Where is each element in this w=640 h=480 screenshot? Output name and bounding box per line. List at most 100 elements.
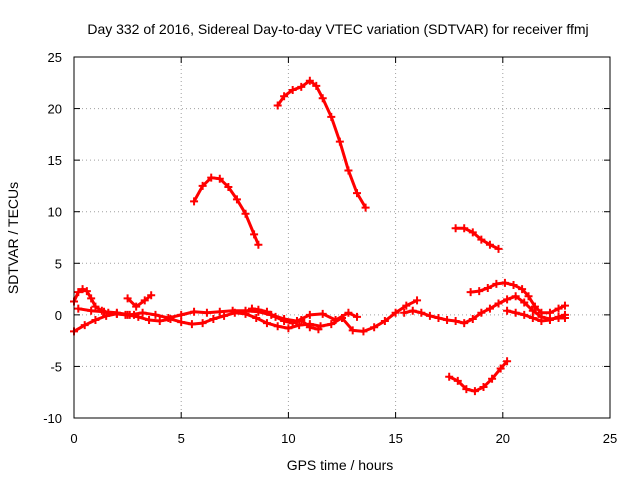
- data-point-marker: [151, 310, 160, 319]
- data-point-marker: [485, 240, 494, 249]
- data-point-marker: [312, 81, 321, 90]
- series-layer: [70, 76, 569, 396]
- x-axis-title: GPS time / hours: [287, 457, 394, 473]
- data-point-marker: [273, 101, 282, 110]
- y-tick-label: 0: [55, 308, 62, 323]
- data-point-marker: [145, 316, 154, 325]
- data-point-marker: [477, 308, 486, 317]
- data-point-marker: [445, 372, 454, 381]
- data-point-marker: [74, 304, 83, 313]
- data-point-marker: [460, 319, 469, 328]
- y-tick-label: 15: [48, 153, 62, 168]
- series-arc-8: [123, 291, 156, 311]
- data-point-marker: [140, 296, 149, 305]
- data-point-marker: [488, 374, 497, 383]
- data-point-marker: [511, 292, 520, 301]
- data-point-marker: [537, 308, 546, 317]
- data-point-marker: [361, 203, 370, 212]
- data-point-marker: [220, 311, 229, 320]
- grid-layer: [74, 57, 610, 418]
- series-arc-2: [273, 76, 370, 212]
- data-point-marker: [254, 305, 263, 314]
- data-point-marker: [348, 326, 357, 335]
- y-tick-label: 25: [48, 50, 62, 65]
- data-point-marker: [380, 317, 389, 326]
- data-point-marker: [280, 92, 289, 101]
- data-point-marker: [353, 312, 362, 321]
- data-point-marker: [215, 174, 224, 183]
- data-point-marker: [417, 308, 426, 317]
- data-point-marker: [91, 302, 100, 311]
- series-arc-9: [241, 304, 323, 334]
- data-point-marker: [451, 317, 460, 326]
- data-point-marker: [318, 94, 327, 103]
- series-arc-1: [190, 173, 263, 249]
- data-point-marker: [295, 321, 304, 330]
- data-point-marker: [82, 287, 91, 296]
- data-point-marker: [528, 313, 537, 322]
- data-point-marker: [477, 235, 486, 244]
- data-point-marker: [177, 318, 186, 327]
- series-arc-11: [466, 278, 569, 317]
- data-point-marker: [327, 112, 336, 121]
- data-point-marker: [288, 319, 297, 328]
- data-point-marker: [318, 309, 327, 318]
- x-tick-label: 20: [496, 431, 510, 446]
- data-point-marker: [241, 307, 250, 316]
- data-point-marker: [91, 316, 100, 325]
- chart-title: Day 332 of 2016, Sidereal Day-to-day VTE…: [87, 21, 588, 37]
- data-point-marker: [241, 209, 250, 218]
- series-line: [454, 226, 501, 251]
- data-point-marker: [190, 307, 199, 316]
- data-point-marker: [443, 316, 452, 325]
- x-tick-label: 25: [603, 431, 617, 446]
- data-point-marker: [483, 284, 492, 293]
- data-point-marker: [468, 314, 477, 323]
- data-point-marker: [252, 313, 261, 322]
- data-point-marker: [485, 304, 494, 313]
- series-arc-4: [445, 357, 512, 396]
- data-point-marker: [297, 316, 306, 325]
- x-tick-label: 15: [388, 431, 402, 446]
- y-tick-label: -5: [50, 359, 62, 374]
- data-point-marker: [207, 173, 216, 182]
- data-point-marker: [524, 292, 533, 301]
- data-point-marker: [537, 317, 546, 326]
- data-point-marker: [468, 228, 477, 237]
- data-point-marker: [228, 306, 237, 315]
- data-point-marker: [344, 308, 353, 317]
- data-point-marker: [496, 364, 505, 373]
- data-point-marker: [479, 383, 488, 392]
- data-point-marker: [215, 307, 224, 316]
- data-point-marker: [408, 306, 417, 315]
- y-tick-label: 20: [48, 102, 62, 117]
- data-point-marker: [297, 82, 306, 91]
- series-arc-3: [451, 224, 503, 253]
- data-point-marker: [125, 310, 134, 319]
- data-point-marker: [305, 323, 314, 332]
- data-point-marker: [475, 287, 484, 296]
- data-point-marker: [503, 306, 512, 315]
- data-point-marker: [74, 288, 83, 297]
- data-point-marker: [147, 291, 156, 300]
- data-point-marker: [87, 294, 96, 303]
- data-point-marker: [413, 296, 422, 305]
- data-point-marker: [520, 298, 529, 307]
- data-point-marker: [503, 357, 512, 366]
- data-point-marker: [530, 302, 539, 311]
- data-point-marker: [202, 308, 211, 317]
- data-point-marker: [545, 316, 554, 325]
- data-point-marker: [391, 308, 400, 317]
- data-point-marker: [453, 376, 462, 385]
- data-point-marker: [327, 320, 336, 329]
- data-point-marker: [190, 197, 199, 206]
- data-point-marker: [335, 137, 344, 146]
- data-point-marker: [232, 195, 241, 204]
- data-point-marker: [209, 314, 218, 323]
- data-point-marker: [262, 307, 271, 316]
- data-point-marker: [520, 310, 529, 319]
- data-point-marker: [254, 240, 263, 249]
- series-line: [447, 359, 509, 393]
- axis-layer: 0 5 10 15 20 25 -10 -5 0 5 10 15 20 25: [43, 50, 617, 446]
